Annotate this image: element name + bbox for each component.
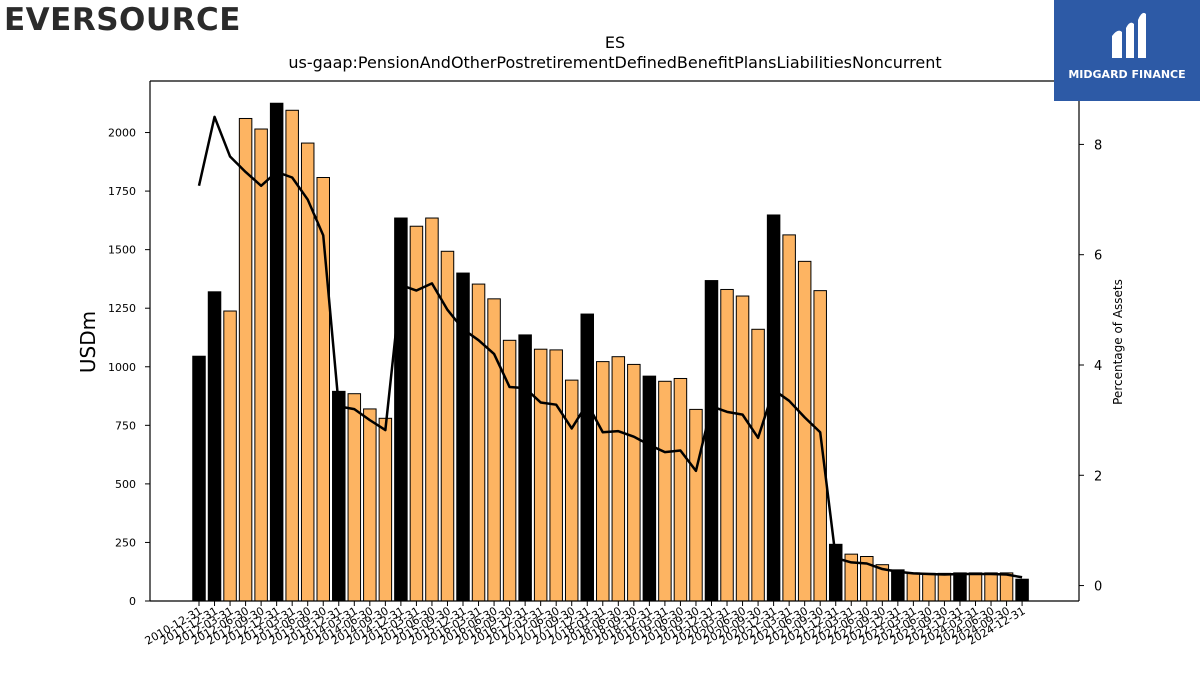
bar-2018-03-31 <box>596 361 610 602</box>
y2-axis-label: Percentage of Assets <box>1111 279 1125 405</box>
bar-series <box>192 102 1029 602</box>
bar-2015-06-30 <box>425 217 439 602</box>
bar-2016-06-30 <box>487 298 501 602</box>
bar-2019-03-31 <box>658 380 672 602</box>
bar-2024-09-30 <box>999 572 1014 602</box>
bar-2020-03-31 <box>720 288 734 602</box>
y-tick-label-750: 750 <box>115 419 136 432</box>
bar-2023-03-31 <box>906 572 921 602</box>
y-tick-label-1750: 1750 <box>108 185 136 198</box>
bar-2012-09-30 <box>254 128 268 602</box>
y2-tick-label-4: 4 <box>1094 359 1102 374</box>
bar-2011-12-31 <box>207 291 222 602</box>
bar-2014-03-31 <box>347 393 362 602</box>
y-tick-label-2000: 2000 <box>108 127 136 140</box>
y2-tick-label-0: 0 <box>1094 580 1102 595</box>
bar-2019-09-30 <box>689 408 703 602</box>
pct-line-series <box>197 115 1023 579</box>
bar-2021-06-30 <box>797 260 812 602</box>
bar-2023-12-31 <box>953 572 967 602</box>
bar-2021-03-31 <box>782 234 796 602</box>
eversource-logo-text: EVERSOURCE <box>4 2 241 38</box>
bar-2018-12-31 <box>642 375 657 602</box>
midgard-mark-icon <box>1112 12 1146 59</box>
bar-2015-03-31 <box>409 225 424 602</box>
bar-2017-09-30 <box>564 379 579 602</box>
y-tick-label-250: 250 <box>115 536 136 549</box>
y-axis-label: USDm <box>76 311 100 373</box>
y-tick-label-1250: 1250 <box>108 302 136 315</box>
chart-title: ES <box>605 33 625 52</box>
bar-2024-03-31 <box>968 572 983 602</box>
y-tick-label-1500: 1500 <box>108 244 136 257</box>
y2-tick-label-2: 2 <box>1094 469 1102 484</box>
bar-2012-03-31 <box>223 310 237 602</box>
bar-2014-06-30 <box>363 408 377 602</box>
bar-2024-06-30 <box>984 572 998 602</box>
y-tick-label-1000: 1000 <box>108 361 136 374</box>
bar-2013-12-31 <box>332 390 346 602</box>
bar-2017-03-31 <box>533 348 548 602</box>
bar-2010-12-31 <box>192 355 206 602</box>
bar-2012-06-30 <box>238 117 253 602</box>
pct-of-assets-line <box>197 115 1023 579</box>
bar-2017-12-31 <box>580 313 594 602</box>
y2-tick-label-8: 8 <box>1094 138 1102 153</box>
bar-2012-12-31 <box>269 102 284 602</box>
bar-2014-09-30 <box>378 417 393 602</box>
midgard-logo-text: MIDGARD FINANCE <box>1068 68 1186 81</box>
bar-2016-12-31 <box>518 334 532 602</box>
bar-2014-12-31 <box>394 217 408 602</box>
bar-2018-09-30 <box>627 363 641 602</box>
bar-2016-03-31 <box>471 283 486 602</box>
eversource-logo: EVERSOURCE <box>4 2 241 38</box>
bar-2020-06-30 <box>735 295 750 602</box>
chart-subtitle: us-gaap:PensionAndOtherPostretirementDef… <box>288 53 941 72</box>
bar-2023-06-30 <box>922 572 936 602</box>
bar-2022-12-31 <box>891 569 905 602</box>
midgard-finance-logo: MIDGARD FINANCE <box>1054 0 1200 101</box>
bar-2021-09-30 <box>813 290 827 602</box>
bar-2020-12-31 <box>766 214 781 602</box>
bar-2017-06-30 <box>549 349 563 602</box>
bar-2019-12-31 <box>704 280 719 602</box>
bar-2020-09-30 <box>751 328 765 602</box>
y2-tick-label-6: 6 <box>1094 249 1102 264</box>
bar-2023-09-30 <box>937 572 952 602</box>
y-tick-label-500: 500 <box>115 478 136 491</box>
y-tick-label-0: 0 <box>129 595 136 608</box>
bar-2024-12-31 <box>1015 578 1029 602</box>
bar-2018-06-30 <box>611 356 626 602</box>
bar-2019-06-30 <box>673 377 688 602</box>
